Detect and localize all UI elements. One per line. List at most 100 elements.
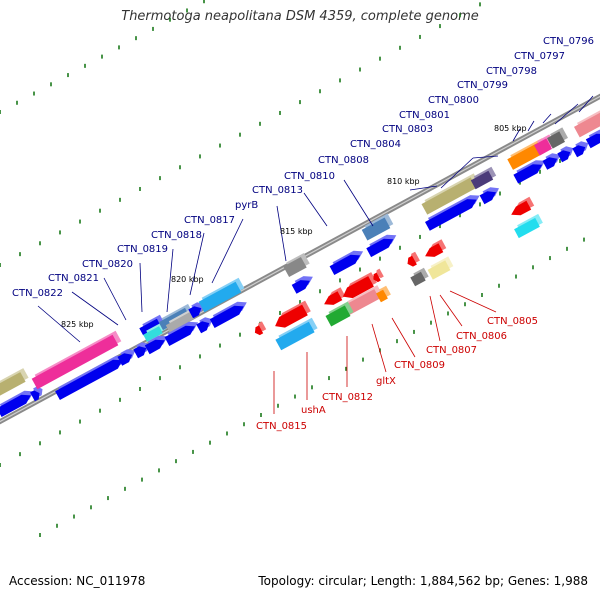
- leader-line: [211, 218, 244, 284]
- gene-block-face: [188, 306, 202, 319]
- gene-block-face: [143, 326, 163, 342]
- gene-block: [511, 196, 535, 216]
- gene-label: CTN_0806: [456, 331, 507, 342]
- gene-block: [514, 213, 543, 239]
- gene-label: CTN_0809: [394, 360, 445, 371]
- gene-block: [572, 141, 589, 158]
- gene-block-top: [379, 285, 391, 299]
- gene-label: CTN_0818: [151, 230, 202, 241]
- gene-block-face: [427, 260, 451, 280]
- gene-label: CTN_0819: [117, 244, 168, 255]
- leader-line: [449, 290, 497, 313]
- gene-block: [421, 173, 480, 215]
- gene-labels: CTN_0796 CTN_0797 CTN_0798 CTN_0799 CTN_0800…: [12, 36, 594, 432]
- gene-block-face: [410, 271, 426, 287]
- gene-block-face: [470, 170, 494, 190]
- label-leaders: [37, 95, 594, 414]
- gene-block-face: [361, 217, 391, 241]
- leader-line: [439, 294, 463, 327]
- gene-block: [117, 349, 136, 366]
- tick-marks: [0, 0, 600, 537]
- gene-block-face: [198, 281, 242, 313]
- gene-block: [361, 213, 394, 241]
- gene-block-face: [425, 199, 477, 231]
- gene-block: [479, 187, 499, 205]
- gene-block-face: [407, 255, 417, 267]
- gene-block: [196, 317, 213, 334]
- leader-line: [103, 277, 127, 321]
- leader-line: [512, 128, 521, 142]
- gene-block: [144, 335, 168, 355]
- gene-label: CTN_0797: [514, 51, 565, 62]
- gene-block-face: [513, 164, 543, 184]
- kbp-marker: 805 kbp: [494, 124, 527, 133]
- leader-line: [472, 155, 499, 159]
- gene-block-face: [164, 325, 196, 346]
- gene-block: [344, 285, 383, 315]
- gene-block-face: [30, 390, 40, 402]
- gene-block: [366, 234, 397, 258]
- gene-block: [425, 239, 447, 257]
- gene-block-face: [479, 191, 496, 205]
- gene-block-top: [376, 268, 384, 279]
- gene-block-face: [117, 353, 133, 366]
- kbp-marker: 810 kbp: [387, 177, 420, 186]
- gene-block-face: [507, 142, 545, 170]
- gene-block: [542, 153, 561, 170]
- gene-block-face: [324, 291, 343, 305]
- gene-block-face: [534, 138, 552, 156]
- gene-block-face: [0, 372, 26, 396]
- leader-line: [276, 205, 287, 262]
- gene-block-face: [376, 289, 388, 303]
- gene-label: CTN_0821: [48, 273, 99, 284]
- gene-label: CTN_0820: [82, 259, 133, 270]
- gene-block: [410, 267, 429, 287]
- gene-features: [0, 110, 600, 417]
- gene-block-face: [585, 133, 600, 149]
- gene-label: CTN_0810: [284, 171, 335, 182]
- gene-block: [324, 287, 346, 305]
- gene-label: CTN_0803: [382, 124, 433, 135]
- gene-block: [291, 276, 313, 294]
- gene-block: [275, 317, 318, 351]
- leader-line: [440, 157, 474, 189]
- topology-text: Topology: circular; Length: 1,884,562 bp…: [258, 574, 588, 588]
- leader-line: [429, 295, 441, 342]
- leader-line: [343, 179, 374, 227]
- gene-block-face: [275, 321, 315, 351]
- gene-label: CTN_0804: [350, 139, 401, 150]
- gene-block: [342, 272, 377, 299]
- gene-label: CTN_0807: [426, 345, 477, 356]
- gene-block: [376, 285, 391, 303]
- gene-block-face: [209, 305, 244, 328]
- gene-block: [513, 160, 546, 184]
- gene-block: [427, 256, 454, 280]
- gene-label: CTN_0808: [318, 155, 369, 166]
- leader-line: [166, 248, 174, 313]
- gene-block-face: [425, 243, 444, 257]
- gene-block-face: [342, 276, 374, 299]
- gene-block: [254, 321, 267, 336]
- gene-block: [325, 301, 354, 327]
- gene-label: CTN_0796: [543, 36, 594, 47]
- leader-line: [189, 232, 205, 296]
- kbp-marker: 815 kbp: [280, 227, 313, 236]
- map-title: Thermotoga neapolitana DSM 4359, complet…: [121, 9, 479, 24]
- gene-block-top: [33, 386, 43, 398]
- gene-block: [373, 268, 384, 283]
- accession-text: Accession: NC_011978: [9, 574, 146, 588]
- gene-block: [407, 251, 420, 267]
- gene-block: [425, 195, 480, 231]
- kbp-markers: 805 kbp 810 kbp 815 kbp 820 kbp 825 kbp: [61, 124, 527, 329]
- leader-line: [303, 192, 328, 227]
- gene-block: [55, 355, 126, 400]
- gene-label: ushA: [301, 405, 326, 416]
- gene-block-face: [366, 238, 394, 258]
- leader-line: [391, 317, 416, 358]
- kbp-marker: 825 kbp: [61, 320, 94, 329]
- gene-block-face: [557, 150, 571, 163]
- gene-block-face: [55, 359, 123, 400]
- leader-line: [37, 305, 81, 343]
- leader-line: [542, 113, 552, 124]
- gene-label: CTN_0798: [486, 66, 537, 77]
